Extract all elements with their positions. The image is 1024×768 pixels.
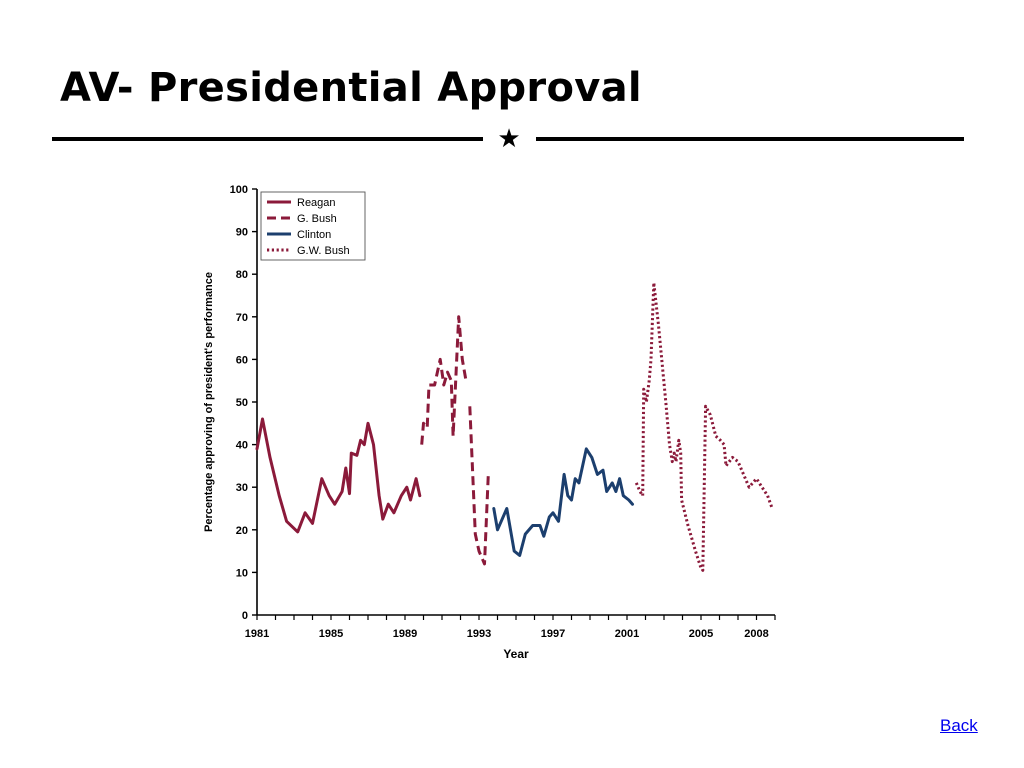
x-tick-label: 1997 — [541, 628, 565, 640]
star-icon: ★ — [497, 124, 521, 154]
y-axis-label: Percentage approving of president's perf… — [203, 272, 215, 532]
legend-label: Reagan — [297, 197, 336, 209]
y-tick-label: 100 — [230, 184, 248, 196]
series-line-reagan — [255, 417, 422, 534]
x-tick-label: 1981 — [245, 628, 269, 640]
series-line-g-bush — [468, 406, 490, 566]
legend-label: G.W. Bush — [297, 245, 350, 257]
divider-right — [536, 137, 964, 141]
y-tick-label: 50 — [236, 397, 248, 409]
x-tick-label: 1985 — [319, 628, 343, 640]
x-tick-label: 1993 — [467, 628, 491, 640]
x-tick-label: 1989 — [393, 628, 417, 640]
divider-left — [52, 137, 483, 141]
series-line-g-w-bush — [634, 281, 774, 572]
y-tick-label: 0 — [242, 610, 248, 622]
x-tick-label: 2008 — [744, 628, 768, 640]
y-tick-label: 80 — [236, 269, 248, 281]
series-line-g-bush — [420, 315, 468, 445]
x-axis-label: Year — [503, 647, 529, 661]
series-line-clinton — [492, 447, 634, 557]
back-link[interactable]: Back — [940, 716, 978, 735]
slide-title: AV- Presidential Approval — [60, 65, 642, 111]
legend-label: Clinton — [297, 229, 331, 241]
x-tick-label: 2005 — [689, 628, 713, 640]
y-tick-label: 70 — [236, 312, 248, 324]
y-tick-label: 10 — [236, 567, 248, 579]
legend-label: G. Bush — [297, 213, 337, 225]
y-tick-label: 40 — [236, 440, 248, 452]
y-tick-label: 90 — [236, 227, 248, 239]
x-tick-label: 2001 — [615, 628, 639, 640]
y-tick-label: 30 — [236, 482, 248, 494]
y-tick-label: 60 — [236, 354, 248, 366]
y-tick-label: 20 — [236, 525, 248, 537]
